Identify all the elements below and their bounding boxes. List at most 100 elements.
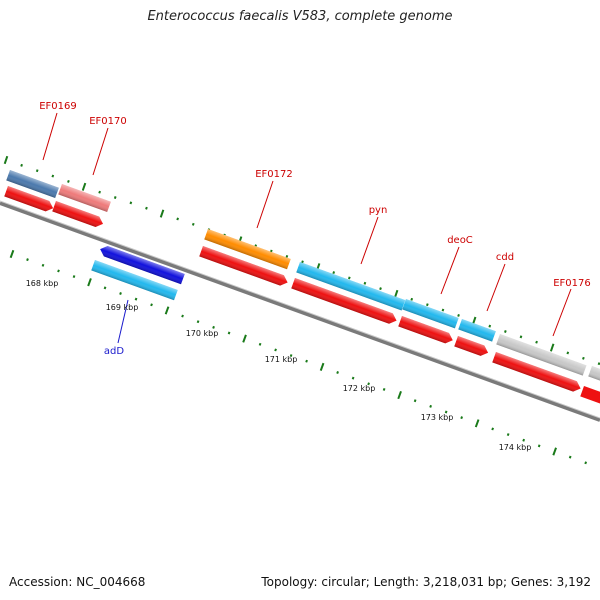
cds-track-forward <box>4 186 600 410</box>
outer-tick-minor <box>113 196 117 199</box>
inner-tick-minor <box>429 404 432 408</box>
inner-tick-minor <box>72 275 76 279</box>
inner-tick-major <box>242 334 247 343</box>
inner-tick-minor <box>413 399 417 403</box>
leader-EF0170 <box>92 127 109 176</box>
inner-tick-marks <box>9 249 588 465</box>
inner-tick-minor <box>444 410 448 414</box>
inner-tick-minor <box>568 455 572 459</box>
inner-tick-minor <box>26 258 29 262</box>
leader-EF0172 <box>256 180 274 229</box>
outer-tick-minor <box>35 169 39 173</box>
outer-tick-minor <box>457 313 460 317</box>
outer-tick-minor <box>379 287 382 291</box>
inner-tick-minor <box>491 427 495 431</box>
outer-tick-minor <box>191 222 195 226</box>
inner-tick-major <box>87 278 92 287</box>
outer-tick-minor <box>504 330 507 333</box>
inner-tick-minor <box>41 263 45 267</box>
inner-tick-minor <box>103 286 107 290</box>
outer-tick-minor <box>519 335 523 339</box>
inner-tick-minor <box>305 359 308 363</box>
inner-tick-minor <box>57 269 60 273</box>
inner-tick-minor <box>336 371 339 374</box>
inner-tick-minor <box>181 314 184 318</box>
outer-tick-minor <box>597 362 600 366</box>
outer-tick-major <box>549 343 555 352</box>
inner-tick-major <box>474 419 480 428</box>
inner-tick-minor <box>196 320 200 324</box>
outer-tick-minor <box>566 351 570 355</box>
inner-tick-minor <box>506 433 510 437</box>
outer-tick-minor <box>176 217 179 221</box>
outer-tick-major <box>3 155 9 165</box>
inner-tick-minor <box>258 342 262 346</box>
gene-label-EF0169: EF0169 <box>39 101 77 112</box>
scale-label-169: 169 kbp <box>106 303 139 312</box>
outer-tick-minor <box>301 260 304 264</box>
inner-tick-major <box>164 306 170 315</box>
inner-tick-major <box>319 362 325 371</box>
feature-track-outer <box>6 170 600 390</box>
inner-tick-minor <box>119 292 122 295</box>
outer-tick-major <box>159 209 165 218</box>
inner-tick-minor <box>227 331 231 335</box>
gene-label-EF0170: EF0170 <box>89 116 127 127</box>
gene-labels: EF0169 EF0170 EF0172 pyn deoC cdd EF0176… <box>39 101 591 357</box>
outer-tick-minor <box>363 281 367 285</box>
inner-tick-minor <box>134 297 138 301</box>
outer-tick-minor <box>535 340 538 344</box>
gene-label-deoC: deoC <box>447 235 473 246</box>
gene-label-EF0176: EF0176 <box>553 278 591 289</box>
inner-tick-minor <box>289 354 293 358</box>
outer-tick-minor <box>441 308 445 312</box>
scale-label-171: 171 kbp <box>265 355 298 364</box>
outer-tick-minor <box>98 190 101 194</box>
outer-tick-minor <box>129 201 133 205</box>
inner-tick-minor <box>382 387 386 391</box>
leader-pyn <box>360 216 379 265</box>
inner-tick-minor <box>460 416 463 420</box>
outer-tick-minor <box>410 297 414 301</box>
map-title: Enterococcus faecalis V583, complete gen… <box>147 9 453 24</box>
outer-tick-minor <box>488 324 492 328</box>
gene-label-adD: adD <box>104 346 124 357</box>
outer-tick-minor <box>285 255 289 258</box>
inner-tick-minor <box>584 461 588 465</box>
outer-tick-minor <box>347 276 351 280</box>
inner-tick-major <box>397 390 402 400</box>
leader-EF0169 <box>42 112 58 161</box>
inner-tick-major <box>552 447 557 456</box>
cds-arrow-next <box>580 386 600 410</box>
inner-tick-minor <box>522 438 526 442</box>
scale-label-170: 170 kbp <box>186 329 219 338</box>
scale-label-168: 168 kbp <box>26 279 59 288</box>
gene-label-EF0172: EF0172 <box>255 169 293 180</box>
outer-tick-minor <box>582 356 585 360</box>
scale-label-172: 172 kbp <box>343 384 376 393</box>
inner-tick-minor <box>351 376 355 380</box>
outer-tick-minor <box>145 206 148 210</box>
outer-tick-minor <box>332 271 336 275</box>
inner-tick-minor <box>212 325 215 329</box>
outer-tick-major <box>81 182 87 191</box>
scale-labels: 168 kbp 169 kbp 170 kbp 171 kbp 172 kbp … <box>26 279 532 452</box>
inner-tick-minor <box>537 444 541 448</box>
outer-tick-minor <box>20 163 23 167</box>
leader-EF0176 <box>552 288 572 337</box>
accession-text: Accession: NC_004668 <box>9 575 146 589</box>
inner-tick-minor <box>367 382 370 386</box>
genome-backbone-highlight <box>0 200 600 419</box>
outer-tick-minor <box>426 303 429 307</box>
feature-track-reverse <box>91 246 185 301</box>
inner-tick-major <box>9 249 15 259</box>
scale-label-173: 173 kbp <box>421 413 454 422</box>
gene-label-leaders <box>42 112 572 344</box>
scale-label-174: 174 kbp <box>499 443 532 452</box>
genome-backbone-line <box>0 201 600 422</box>
leader-cdd <box>486 263 506 312</box>
inner-tick-minor <box>274 348 277 352</box>
gene-label-cdd: cdd <box>496 252 514 263</box>
leader-adD <box>117 299 129 344</box>
